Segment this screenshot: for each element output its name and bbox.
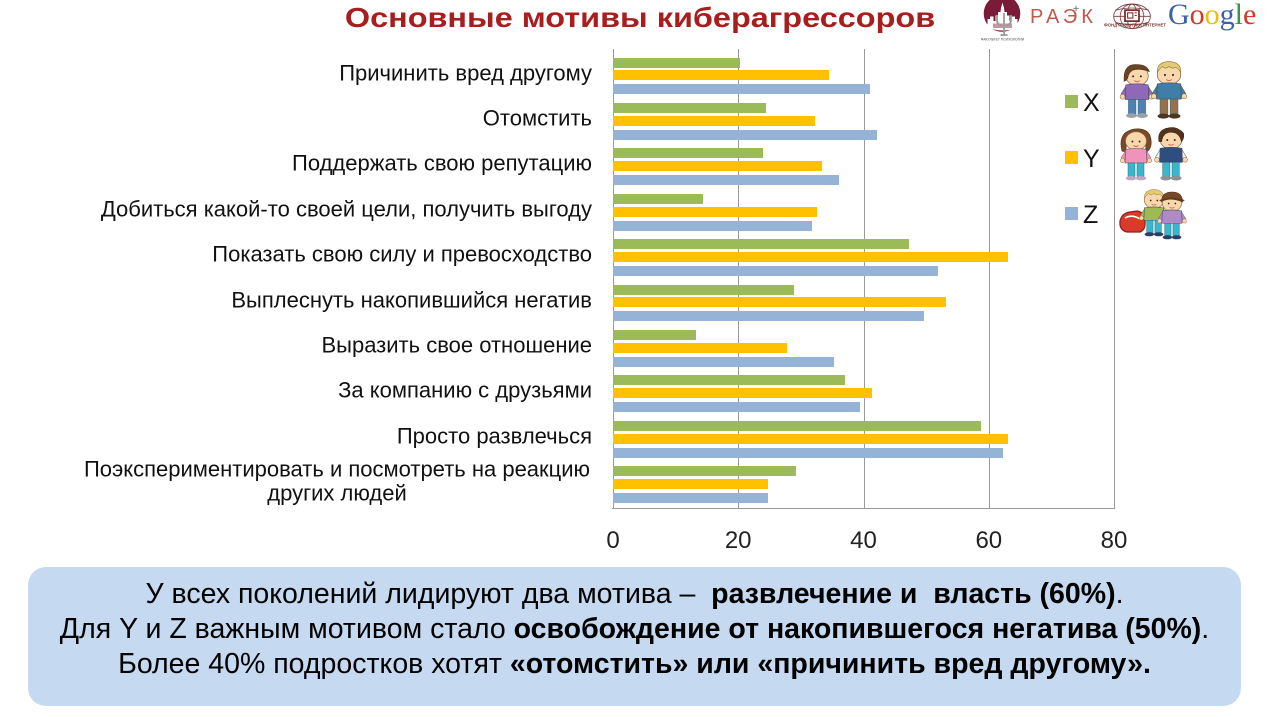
svg-text:ФАКУЛЬТЕТ ПСИХОЛОГИИ: ФАКУЛЬТЕТ ПСИХОЛОГИИ (981, 38, 1025, 42)
